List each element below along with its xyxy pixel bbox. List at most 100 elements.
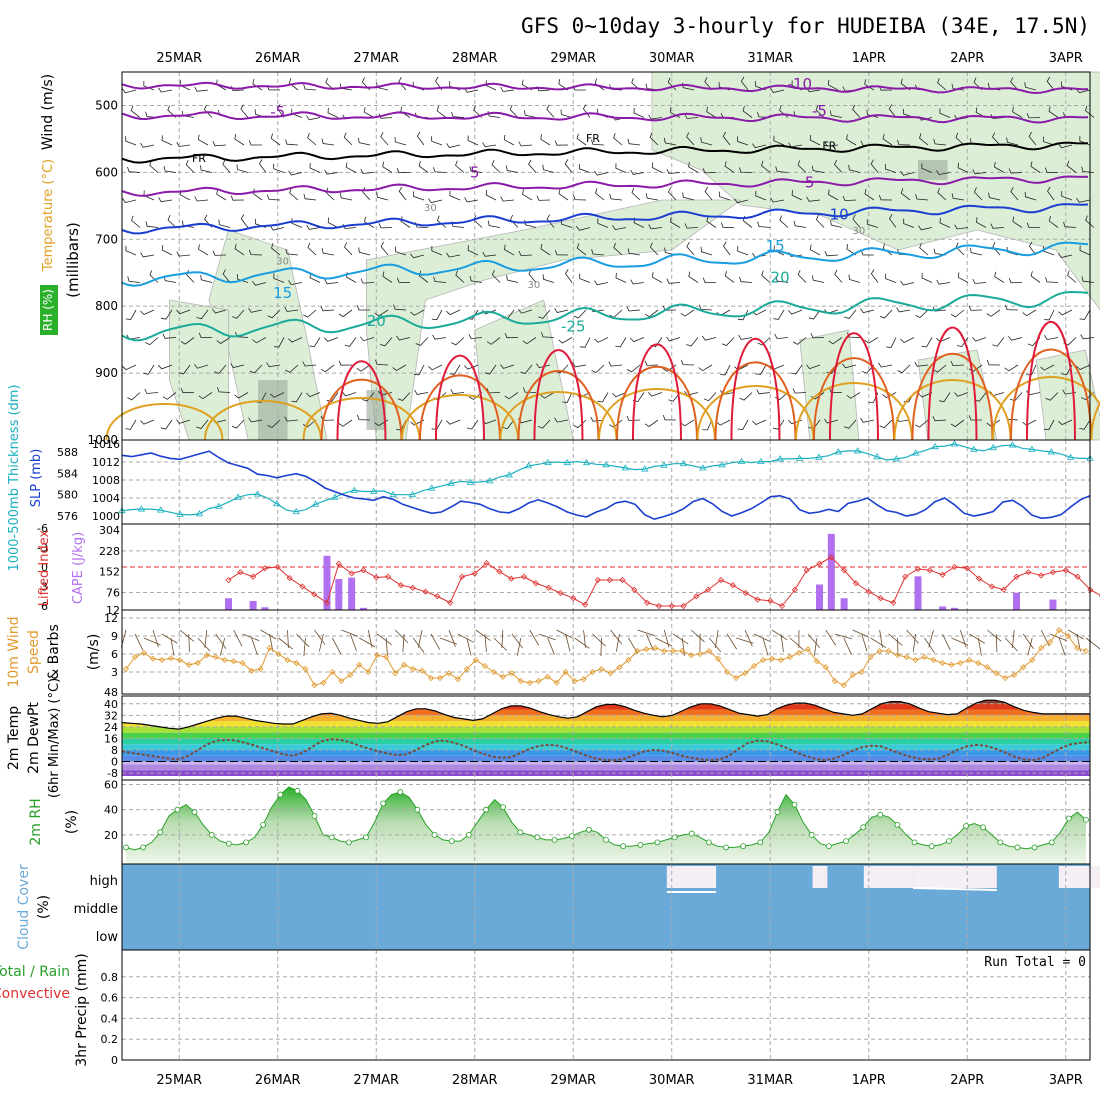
wind-barb	[1044, 335, 1059, 341]
data-point	[208, 831, 215, 838]
wind-barb	[918, 225, 933, 231]
data-point	[1047, 448, 1055, 455]
data-point	[831, 677, 838, 685]
wind-barb	[219, 637, 226, 656]
wind-barb	[1048, 106, 1059, 118]
wind-barb	[230, 195, 245, 201]
wind-barb	[770, 197, 785, 203]
data-point	[598, 665, 605, 673]
wind-barb	[360, 336, 375, 342]
data-point	[428, 484, 436, 491]
data-point	[1031, 844, 1038, 851]
wind-barb	[827, 79, 839, 91]
data-point	[926, 567, 933, 574]
wind-barb	[789, 637, 804, 651]
data-point	[816, 560, 823, 567]
wind-barb	[1012, 106, 1023, 118]
data-point	[1002, 674, 1009, 682]
wind-barb	[775, 166, 789, 173]
lifted-index-line	[892, 576, 906, 603]
data-point	[582, 601, 589, 608]
wind-barb	[417, 629, 423, 648]
panel-labels: Wind (m/s) Temperature (°C) RH (%) (milliba…	[0, 74, 102, 1067]
temperature-contour	[121, 111, 1089, 124]
li-tick-label: -3	[37, 542, 48, 555]
wind-barb	[541, 332, 555, 338]
data-point	[822, 664, 829, 671]
wind-barb	[573, 194, 587, 201]
wind-barb	[879, 419, 893, 429]
wind-barb	[977, 637, 982, 656]
wind-barb	[538, 633, 556, 641]
wind-barb	[852, 104, 861, 118]
temp-band	[122, 715, 1090, 722]
wind-barb	[149, 160, 159, 173]
wind-barb	[864, 337, 879, 344]
wind-barb	[196, 309, 209, 320]
data-point	[243, 839, 249, 846]
slp-tick-label: 1012	[92, 456, 120, 469]
wind-barb	[950, 419, 965, 428]
data-point	[365, 668, 372, 676]
data-point	[903, 653, 910, 661]
wind-barb	[344, 242, 353, 256]
wind-barb	[744, 629, 753, 647]
wind-barb	[431, 136, 443, 146]
data-point	[970, 445, 978, 452]
wind-barb	[380, 132, 389, 146]
cape-tick-label: 152	[99, 566, 120, 579]
wind-barb	[125, 136, 137, 146]
wind-barb	[742, 106, 753, 118]
wind-barb	[528, 159, 537, 173]
data-point	[661, 647, 668, 655]
wind-barb	[140, 309, 155, 315]
wind-barb	[375, 359, 389, 366]
temperature-contour-lobe	[794, 382, 913, 441]
data-point	[250, 573, 257, 580]
wind-barb	[644, 360, 659, 366]
wind-barb	[723, 241, 731, 256]
wind-barb	[127, 392, 141, 401]
wind-barb	[486, 337, 501, 345]
lifted-index-line	[302, 586, 315, 595]
wind-barb	[547, 637, 555, 655]
lifted-index-line	[449, 576, 463, 603]
cloud-cover-panel: high middle low	[74, 863, 1100, 951]
wind-barb	[446, 419, 461, 425]
wind-barb	[637, 629, 655, 636]
data-point	[619, 576, 626, 584]
wind-barb	[1043, 419, 1055, 431]
wind-barb	[327, 107, 339, 118]
data-point	[697, 650, 704, 658]
data-point	[655, 602, 663, 610]
data-point	[724, 668, 731, 676]
wind-barb	[318, 633, 324, 652]
pressure-tick-label: 800	[95, 299, 118, 313]
precip-tick-label: 0.4	[101, 1012, 119, 1025]
data-point	[840, 682, 847, 689]
slp-tick-label: 1004	[92, 492, 120, 505]
temp-band	[122, 726, 1090, 733]
wind-barb	[433, 167, 447, 173]
temp-tick-label: 24	[104, 721, 118, 734]
precip-tick-label: 0.6	[101, 992, 119, 1005]
data-point	[508, 575, 515, 582]
rh-high-shade	[918, 160, 948, 180]
data-point	[993, 670, 1000, 677]
wind-barb	[648, 392, 663, 397]
data-point	[729, 582, 736, 589]
wind-barb	[291, 392, 303, 403]
wind-barb	[1079, 245, 1091, 256]
temperature-contour-lobe	[631, 343, 682, 441]
wind-barb	[591, 249, 605, 256]
wind-barb	[870, 159, 879, 173]
temp-tick-label: 0	[111, 756, 118, 769]
data-point	[589, 668, 596, 676]
wind-barb	[554, 249, 569, 256]
data-point	[345, 839, 352, 846]
data-point	[137, 505, 146, 512]
wind-barb	[572, 362, 587, 368]
wind-barb	[397, 392, 411, 401]
wind-barb	[957, 162, 969, 173]
data-point	[383, 653, 390, 661]
